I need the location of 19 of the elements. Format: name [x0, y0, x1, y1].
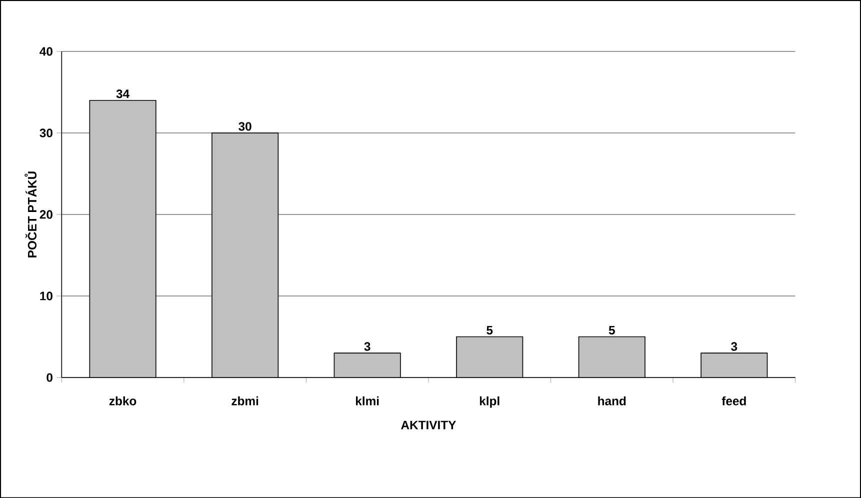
y-tick-label: 10	[40, 292, 52, 300]
x-tick-label: feed	[722, 396, 746, 406]
data-label: 3	[364, 342, 370, 351]
data-label: 5	[608, 326, 615, 334]
y-tick-label: 40	[40, 47, 52, 56]
data-label: 3	[731, 342, 738, 351]
data-label: 30	[238, 122, 252, 131]
x-tick-label: hand	[598, 396, 626, 406]
y-axis-title: POČET PTÁKŮ	[24, 171, 37, 258]
x-tick-label: zbko	[109, 396, 136, 406]
y-tick-label: 0	[46, 373, 52, 382]
x-tick-label: klmi	[356, 396, 379, 406]
x-tick-label: zbmi	[232, 396, 258, 406]
x-axis-title: AKTIVITY	[401, 420, 456, 430]
data-label: 34	[116, 89, 130, 98]
y-tick-label: 30	[40, 128, 52, 138]
data-label: 5	[486, 326, 493, 334]
y-tick-label: 20	[40, 210, 52, 219]
x-tick-label: klpl	[480, 396, 500, 408]
